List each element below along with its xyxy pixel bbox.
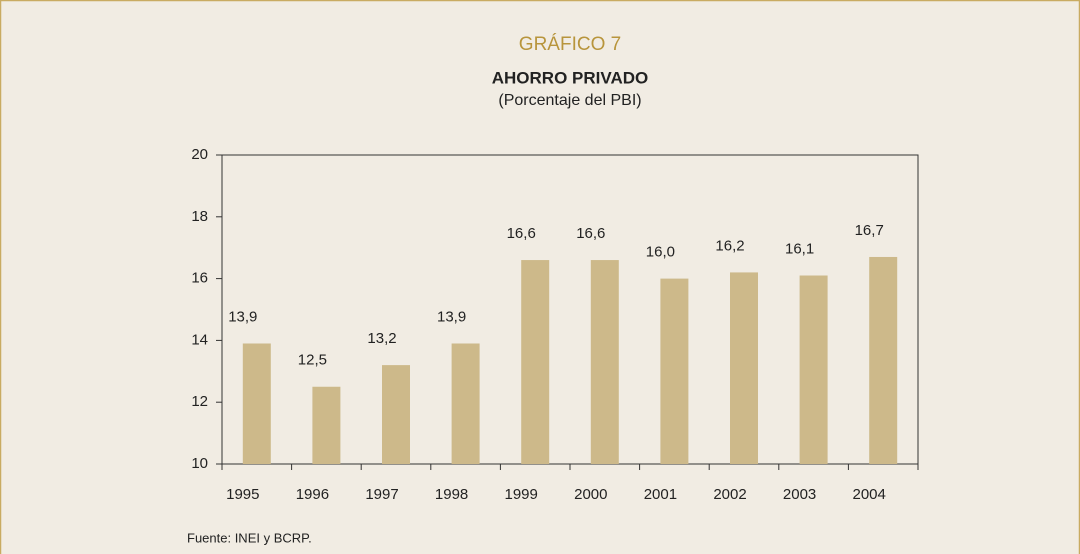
- data-label: 16,2: [715, 237, 744, 254]
- bar: [730, 272, 758, 464]
- bar: [869, 256, 898, 464]
- y-tick-label: 20: [191, 146, 208, 163]
- data-label: 12,5: [298, 352, 327, 369]
- bar: [312, 386, 341, 464]
- bar: [242, 343, 271, 464]
- x-tick-label: 2000: [574, 486, 607, 503]
- data-label: 13,9: [228, 308, 257, 325]
- x-tick-label: 2003: [783, 486, 816, 503]
- data-label: 16,0: [646, 244, 675, 261]
- y-tick-label: 12: [191, 393, 208, 410]
- y-tick-label: 14: [191, 331, 208, 348]
- bar: [382, 365, 410, 464]
- data-label: 13,2: [367, 330, 396, 347]
- data-label: 16,6: [507, 225, 536, 242]
- chart-title: AHORRO PRIVADO: [492, 68, 648, 87]
- y-tick-label: 18: [191, 208, 208, 225]
- bar: [590, 260, 619, 464]
- source-note: Fuente: INEI y BCRP.: [187, 530, 312, 545]
- x-tick-label: 2002: [713, 486, 746, 503]
- bar: [799, 275, 828, 464]
- bar: [521, 260, 550, 464]
- x-tick-label: 1996: [296, 486, 329, 503]
- x-tick-label: 1997: [365, 486, 398, 503]
- bar: [660, 278, 689, 464]
- x-tick-label: 2004: [853, 486, 886, 503]
- y-tick-label: 16: [191, 270, 208, 287]
- x-tick-label: 1998: [435, 486, 468, 503]
- data-label: 16,6: [576, 225, 605, 242]
- data-label: 13,9: [437, 308, 466, 325]
- data-label: 16,7: [855, 222, 884, 239]
- x-tick-label: 2001: [644, 486, 677, 503]
- x-tick-label: 1995: [226, 486, 259, 503]
- x-tick-label: 1999: [505, 486, 538, 503]
- bar: [451, 343, 480, 464]
- chart-subtitle: (Porcentaje del PBI): [498, 92, 641, 109]
- chart-label: GRÁFICO 7: [519, 34, 621, 55]
- y-tick-label: 10: [191, 455, 208, 472]
- data-label: 16,1: [785, 240, 814, 257]
